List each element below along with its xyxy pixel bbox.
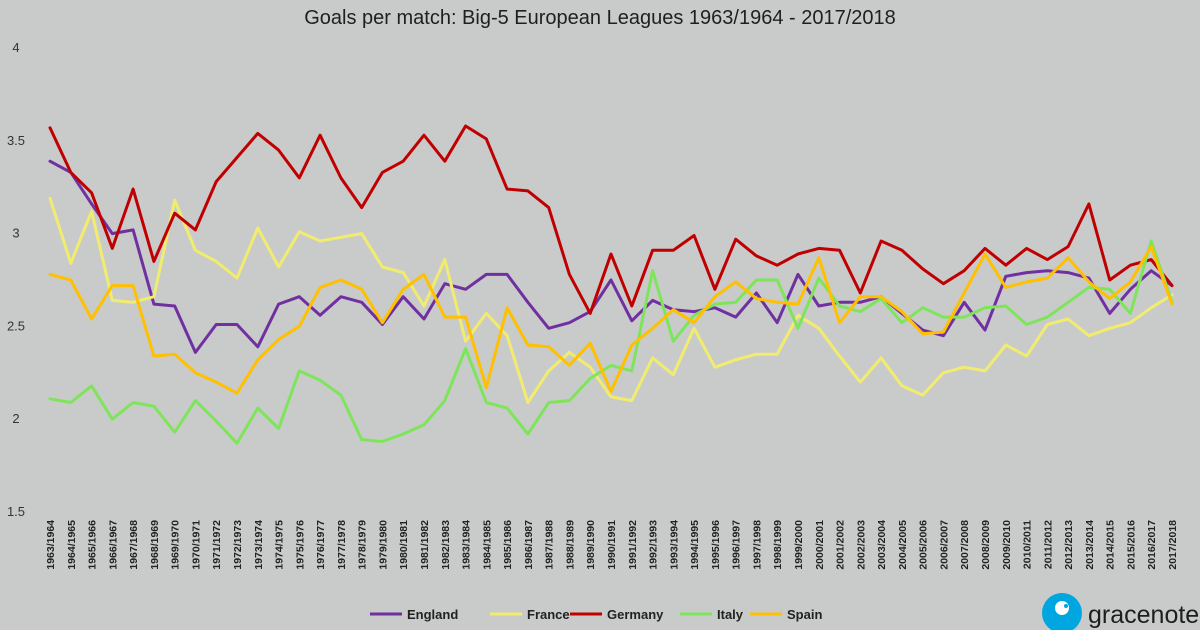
- gracenote-logo: gracenote.: [1042, 593, 1200, 630]
- x-tick-label: 1984/1985: [481, 520, 493, 570]
- x-tick-label: 1983/1984: [461, 520, 473, 570]
- x-tick-label: 2008/2009: [980, 520, 992, 570]
- legend: England France Germany Italy Spain: [370, 607, 822, 622]
- x-tick-label: 1987/1988: [544, 520, 556, 570]
- x-tick-label: 1977/1978: [336, 520, 348, 570]
- y-tick-label: 2.5: [7, 318, 25, 333]
- x-tick-label: 2002/2003: [855, 520, 867, 570]
- x-axis-ticks: 1963/1964 1964/1965 1965/1966 1966/1967 1967…: [45, 520, 1179, 570]
- x-tick-label: 1996/1997: [731, 520, 743, 570]
- x-tick-label: 1963/1964: [45, 520, 57, 570]
- legend-label-spain: Spain: [787, 607, 822, 622]
- x-tick-label: 2004/2005: [897, 520, 909, 570]
- y-tick-label: 1.5: [7, 504, 25, 519]
- x-tick-label: 2001/2002: [835, 520, 847, 570]
- chart-title: Goals per match: Big-5 European Leagues …: [304, 7, 896, 29]
- legend-label-germany: Germany: [607, 607, 664, 622]
- series-line-spain: [48, 245, 1174, 395]
- x-tick-label: 1978/1979: [357, 520, 369, 570]
- x-tick-label: 1976/1977: [315, 520, 327, 570]
- x-tick-label: 2006/2007: [938, 520, 950, 570]
- x-tick-label: 1968/1969: [149, 520, 161, 570]
- series-line-italy: [48, 239, 1174, 445]
- x-tick-label: 2010/2011: [1022, 520, 1034, 569]
- x-tick-label: 1991/1992: [627, 520, 639, 570]
- x-tick-label: 1986/1987: [523, 520, 535, 570]
- gracenote-logo-text: gracenote.: [1088, 601, 1200, 629]
- y-tick-label: 3: [12, 226, 19, 241]
- legend-label-england: England: [407, 607, 458, 622]
- x-tick-label: 1989/1990: [585, 520, 597, 570]
- x-tick-label: 1974/1975: [274, 520, 286, 570]
- x-tick-label: 2005/2006: [918, 520, 930, 570]
- x-tick-label: 1988/1989: [564, 520, 576, 570]
- x-tick-label: 2009/2010: [1001, 520, 1013, 570]
- y-tick-label: 2: [12, 411, 19, 426]
- x-tick-label: 2015/2016: [1125, 520, 1137, 570]
- x-tick-label: 2014/2015: [1105, 520, 1117, 570]
- x-tick-label: 1993/1994: [668, 520, 680, 570]
- x-tick-label: 1969/1970: [170, 520, 182, 570]
- x-tick-label: 1998/1999: [772, 520, 784, 570]
- x-tick-label: 1980/1981: [398, 520, 410, 570]
- series-line-france: [48, 196, 1174, 404]
- x-tick-label: 1966/1967: [107, 520, 119, 570]
- x-tick-label: 1970/1971: [190, 520, 202, 570]
- x-tick-label: 1973/1974: [253, 520, 265, 570]
- x-tick-label: 1995/1996: [710, 520, 722, 570]
- y-tick-label: 4: [12, 40, 19, 55]
- x-tick-label: 1967/1968: [128, 520, 140, 570]
- series-line-germany: [48, 124, 1174, 315]
- gracenote-logo-icon: [1042, 593, 1082, 630]
- x-tick-label: 1979/1980: [377, 520, 389, 570]
- x-tick-label: 1992/1993: [648, 520, 660, 570]
- x-tick-label: 2000/2001: [814, 520, 826, 570]
- x-tick-label: 1981/1982: [419, 520, 431, 570]
- x-tick-label: 1994/1995: [689, 520, 701, 570]
- x-tick-label: 2012/2013: [1063, 520, 1075, 570]
- x-tick-label: 1971/1972: [211, 520, 223, 570]
- x-tick-label: 1990/1991: [606, 520, 618, 570]
- y-axis-ticks: 1.5 2 2.5 3 3.5 4: [7, 40, 25, 519]
- x-tick-label: 1975/1976: [294, 520, 306, 570]
- x-tick-label: 2003/2004: [876, 520, 888, 570]
- legend-label-france: France: [527, 607, 570, 622]
- x-tick-label: 2013/2014: [1084, 520, 1096, 570]
- x-tick-label: 1985/1986: [502, 520, 514, 570]
- x-tick-label: 1999/2000: [793, 520, 805, 570]
- x-tick-label: 1982/1983: [440, 520, 452, 570]
- x-tick-label: 1964/1965: [66, 520, 78, 570]
- x-tick-label: 1972/1973: [232, 520, 244, 570]
- series-line-england: [48, 159, 1174, 354]
- x-tick-label: 1997/1998: [751, 520, 763, 570]
- x-tick-label: 2016/2017: [1146, 520, 1158, 570]
- x-tick-label: 2007/2008: [959, 520, 971, 570]
- series-lines: [48, 124, 1174, 445]
- y-tick-label: 3.5: [7, 133, 25, 148]
- x-tick-label: 2017/2018: [1167, 520, 1179, 570]
- legend-label-italy: Italy: [717, 607, 744, 622]
- x-tick-label: 1965/1966: [87, 520, 99, 570]
- x-tick-label: 2011/2012: [1042, 520, 1054, 569]
